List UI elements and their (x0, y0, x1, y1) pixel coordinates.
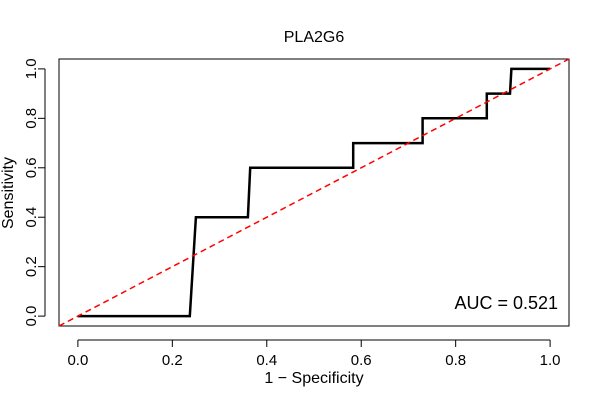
y-axis: 0.0 0.2 0.4 0.6 0.8 1.0 (23, 58, 46, 327)
roc-curve (77, 67, 551, 318)
y-tick-label: 0.8 (23, 108, 40, 129)
x-tick-label: 0.8 (445, 352, 466, 369)
plot-frame (58, 58, 570, 327)
y-tick-label: 1.0 (23, 58, 40, 79)
chart-title: PLA2G6 (284, 29, 345, 46)
y-tick-label: 0.4 (23, 207, 40, 228)
x-tick-label: 0.6 (351, 352, 372, 369)
x-tick-label: 0.4 (256, 352, 277, 369)
x-axis: 0.0 0.2 0.4 0.6 0.8 1.0 (67, 339, 561, 369)
x-tick-label: 0.0 (67, 352, 88, 369)
x-tick-label: 0.2 (162, 352, 183, 369)
y-axis-label: Sensitivity (0, 157, 17, 229)
x-axis-label: 1 − Specificity (264, 370, 363, 387)
y-tick-label: 0.0 (23, 306, 40, 327)
y-tick-label: 0.6 (23, 157, 40, 178)
series-layer (58, 58, 570, 327)
x-tick-label: 1.0 (540, 352, 561, 369)
y-tick-label: 0.2 (23, 256, 40, 277)
auc-annotation: AUC = 0.521 (454, 293, 558, 313)
diagonal-reference-line (58, 58, 570, 327)
